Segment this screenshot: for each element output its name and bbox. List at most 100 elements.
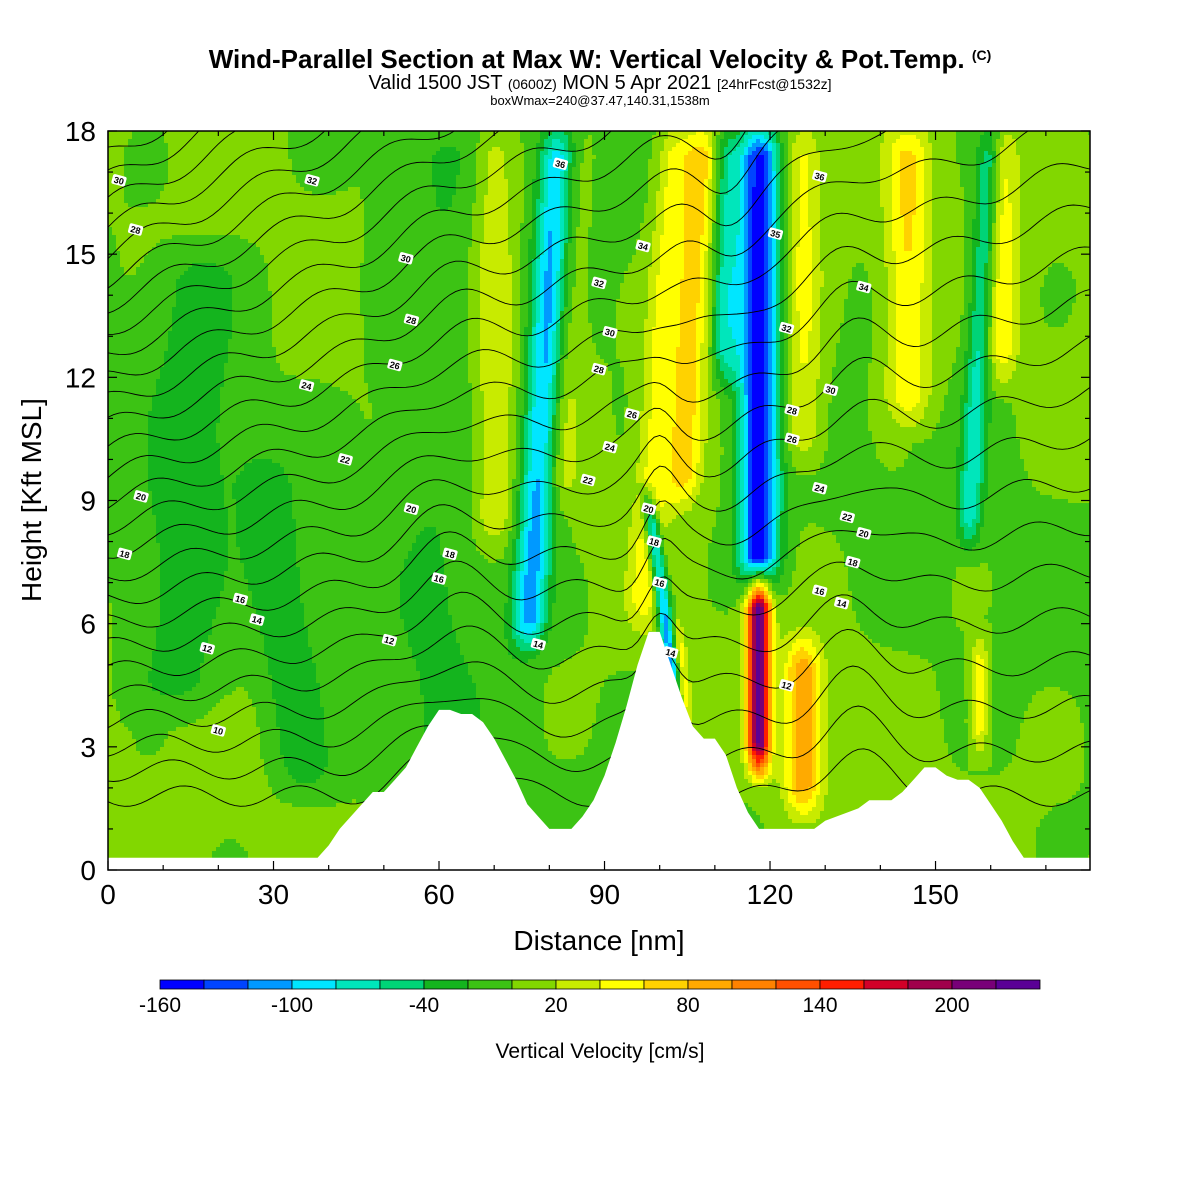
velocity-cell: [212, 155, 217, 160]
velocity-cell: [204, 619, 209, 624]
velocity-cell: [172, 335, 177, 340]
velocity-cell: [196, 355, 201, 360]
velocity-cell: [200, 299, 205, 304]
velocity-cell: [172, 395, 177, 400]
velocity-cell: [172, 603, 177, 608]
velocity-cell: [164, 575, 169, 580]
velocity-cell: [116, 619, 121, 624]
velocity-cell: [136, 451, 141, 456]
velocity-cell: [152, 771, 157, 776]
velocity-cell: [180, 327, 185, 332]
velocity-cell: [144, 667, 149, 672]
velocity-cell: [172, 299, 177, 304]
velocity-cell: [196, 403, 201, 408]
velocity-cell: [176, 323, 181, 328]
velocity-cell: [124, 487, 129, 492]
velocity-cell: [116, 403, 121, 408]
velocity-cell: [180, 567, 185, 572]
velocity-cell: [168, 159, 173, 164]
velocity-cell: [192, 563, 197, 568]
velocity-cell: [124, 347, 129, 352]
velocity-cell: [204, 407, 209, 412]
velocity-cell: [168, 655, 173, 660]
velocity-cell: [180, 827, 185, 832]
velocity-cell: [164, 839, 169, 844]
velocity-cell: [148, 691, 153, 696]
velocity-cell: [112, 695, 117, 700]
velocity-cell: [116, 479, 121, 484]
velocity-cell: [116, 663, 121, 668]
velocity-cell: [136, 527, 141, 532]
velocity-cell: [172, 359, 177, 364]
velocity-cell: [120, 643, 125, 648]
velocity-cell: [164, 775, 169, 780]
velocity-cell: [196, 371, 201, 376]
velocity-cell: [156, 747, 161, 752]
velocity-cell: [192, 799, 197, 804]
velocity-cell: [140, 535, 145, 540]
velocity-cell: [124, 835, 129, 840]
velocity-cell: [156, 839, 161, 844]
velocity-cell: [196, 563, 201, 568]
velocity-cell: [176, 327, 181, 332]
velocity-cell: [116, 415, 121, 420]
velocity-cell: [112, 443, 117, 448]
velocity-cell: [160, 835, 165, 840]
velocity-cell: [136, 523, 141, 528]
velocity-cell: [148, 171, 153, 176]
velocity-cell: [132, 791, 137, 796]
velocity-cell: [156, 779, 161, 784]
velocity-cell: [116, 267, 121, 272]
velocity-cell: [128, 383, 133, 388]
velocity-cell: [200, 407, 205, 412]
velocity-cell: [156, 279, 161, 284]
velocity-cell: [148, 847, 153, 852]
velocity-cell: [164, 467, 169, 472]
velocity-cell: [180, 139, 185, 144]
velocity-cell: [148, 351, 153, 356]
velocity-cell: [208, 275, 213, 280]
velocity-cell: [124, 799, 129, 804]
velocity-cell: [208, 679, 213, 684]
velocity-cell: [152, 451, 157, 456]
velocity-cell: [136, 839, 141, 844]
velocity-cell: [200, 519, 205, 524]
velocity-cell: [124, 655, 129, 660]
velocity-cell: [188, 731, 193, 736]
velocity-cell: [196, 811, 201, 816]
velocity-cell: [172, 723, 177, 728]
velocity-cell: [204, 239, 209, 244]
velocity-cell: [144, 175, 149, 180]
velocity-cell: [156, 259, 161, 264]
velocity-cell: [120, 847, 125, 852]
velocity-cell: [132, 687, 137, 692]
velocity-cell: [184, 323, 189, 328]
velocity-cell: [188, 791, 193, 796]
velocity-cell: [152, 387, 157, 392]
velocity-cell: [188, 479, 193, 484]
velocity-cell: [168, 663, 173, 668]
velocity-cell: [164, 523, 169, 528]
velocity-cell: [208, 787, 213, 792]
velocity-cell: [208, 831, 213, 836]
velocity-cell: [164, 235, 169, 240]
velocity-cell: [160, 539, 165, 544]
velocity-cell: [156, 771, 161, 776]
velocity-cell: [172, 447, 177, 452]
velocity-cell: [188, 771, 193, 776]
velocity-cell: [200, 379, 205, 384]
velocity-cell: [192, 423, 197, 428]
velocity-cell: [160, 519, 165, 524]
velocity-cell: [124, 451, 129, 456]
velocity-cell: [120, 287, 125, 292]
velocity-cell: [152, 263, 157, 268]
velocity-cell: [160, 155, 165, 160]
velocity-cell: [168, 515, 173, 520]
velocity-cell: [144, 831, 149, 836]
velocity-cell: [124, 499, 129, 504]
velocity-cell: [128, 563, 133, 568]
velocity-cell: [132, 615, 137, 620]
velocity-cell: [192, 579, 197, 584]
velocity-cell: [208, 799, 213, 804]
velocity-cell: [132, 707, 137, 712]
